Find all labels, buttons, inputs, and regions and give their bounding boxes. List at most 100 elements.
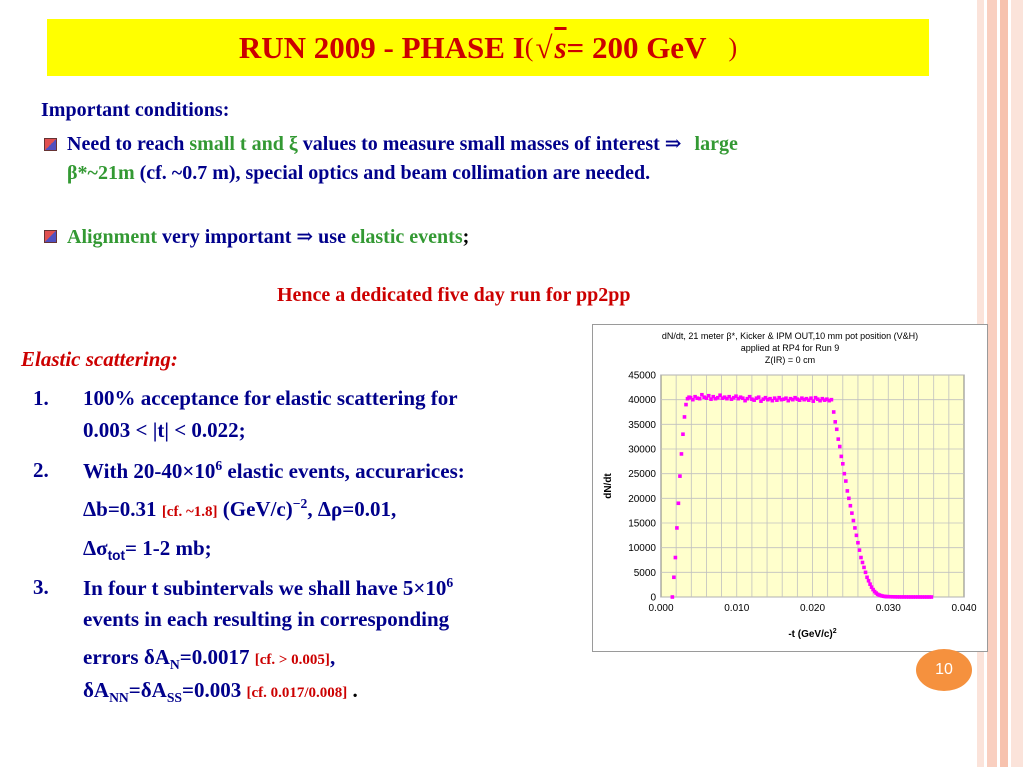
data-point [777, 395, 781, 400]
y-axis-label: dN/dt [603, 473, 614, 499]
data-point [741, 396, 745, 400]
data-point [906, 595, 911, 599]
item-1-line-1: 100% acceptance for elastic scattering f… [83, 386, 458, 410]
data-point [868, 582, 872, 586]
item-number-2: 2. [33, 458, 49, 482]
data-point [841, 462, 845, 466]
data-point [709, 397, 713, 401]
data-point [738, 395, 743, 399]
data-point [800, 396, 804, 400]
data-point [672, 575, 676, 580]
data-point [871, 587, 875, 592]
x-tick-label: 0.040 [951, 603, 976, 614]
elastic-heading: Elastic scattering: [21, 347, 178, 371]
data-point [704, 396, 709, 400]
title-energy: = 200 GeV [566, 29, 707, 65]
data-point [904, 595, 909, 599]
data-point [897, 595, 902, 599]
chart-title-line: dN/dt, 21 meter β*, Kicker & IPM OUT,10 … [662, 331, 918, 341]
data-point [772, 396, 777, 400]
item-3-line-1: In four t subintervals we shall have 5×1… [83, 575, 454, 600]
data-point [900, 595, 904, 599]
item-3-line-4: δANN=δASS=0.003 [cf. 0.017/0.008] . [83, 678, 358, 706]
data-point [750, 397, 754, 401]
data-point [770, 398, 775, 403]
data-point [775, 398, 779, 402]
data-point [676, 501, 681, 506]
y-tick-label: 45000 [628, 371, 656, 382]
data-point [833, 420, 838, 424]
x-tick-label: 0.020 [800, 603, 825, 614]
data-point [822, 398, 827, 402]
data-point [700, 392, 704, 397]
data-point [851, 518, 856, 523]
data-point [702, 395, 706, 399]
y-tick-label: 10000 [628, 543, 656, 554]
y-tick-label: 20000 [628, 494, 656, 505]
data-point [754, 396, 759, 400]
data-point [809, 396, 813, 400]
data-point [693, 394, 697, 399]
data-point [729, 397, 734, 401]
data-point [893, 595, 897, 599]
data-point [856, 540, 860, 545]
data-point [895, 595, 900, 599]
y-tick-label: 5000 [634, 568, 657, 579]
data-point [675, 526, 679, 530]
data-point [913, 595, 918, 599]
hence-statement: Hence a dedicated five day run for pp2pp [277, 284, 631, 306]
data-point [811, 399, 816, 403]
data-point [831, 410, 836, 414]
title-sqrt: √ [535, 29, 553, 65]
data-point [768, 396, 772, 401]
data-point [670, 595, 675, 599]
data-point [781, 397, 786, 401]
data-point [837, 444, 842, 449]
data-point [736, 396, 741, 401]
data-point [802, 397, 806, 402]
title-open-paren: ( [524, 32, 534, 62]
data-point [847, 496, 851, 501]
data-point [688, 395, 693, 400]
data-point [844, 479, 848, 483]
data-point [673, 555, 678, 560]
data-point [720, 396, 725, 400]
data-point [886, 594, 891, 599]
data-point [679, 452, 684, 456]
data-point [845, 489, 850, 493]
data-point [842, 471, 847, 476]
data-point [681, 432, 685, 436]
slide-title: RUN 2009 - PHASE I ( √ s = 200 GeV ) [47, 19, 929, 76]
data-point [795, 397, 800, 401]
data-point [818, 398, 822, 403]
title-prefix: RUN 2009 - PHASE I [238, 29, 525, 65]
data-point [727, 394, 731, 399]
data-point [766, 397, 770, 402]
data-point [920, 595, 925, 599]
data-point [684, 402, 688, 407]
data-point [820, 396, 825, 401]
data-point [745, 396, 750, 401]
data-point [888, 594, 893, 599]
data-point [829, 397, 834, 402]
data-point [718, 393, 722, 398]
data-point [862, 565, 866, 570]
data-point [678, 474, 682, 478]
data-point [806, 398, 811, 402]
bullet-icon [44, 230, 57, 243]
data-point [853, 526, 857, 530]
data-point [909, 595, 913, 599]
data-point [860, 560, 865, 565]
data-point [850, 511, 854, 515]
data-point [911, 595, 916, 599]
data-point [761, 397, 766, 401]
x-axis-label: -t (GeV/c)2 [788, 628, 836, 640]
data-point [756, 395, 761, 399]
data-point [839, 454, 844, 459]
data-point [713, 396, 718, 401]
item-1-line-2: 0.003 < |t| < 0.022; [83, 418, 246, 442]
condition-1-line-1: Need to reach small t and ξ values to me… [67, 133, 738, 155]
data-point [779, 397, 784, 402]
data-point [918, 595, 922, 599]
data-point [731, 395, 736, 400]
